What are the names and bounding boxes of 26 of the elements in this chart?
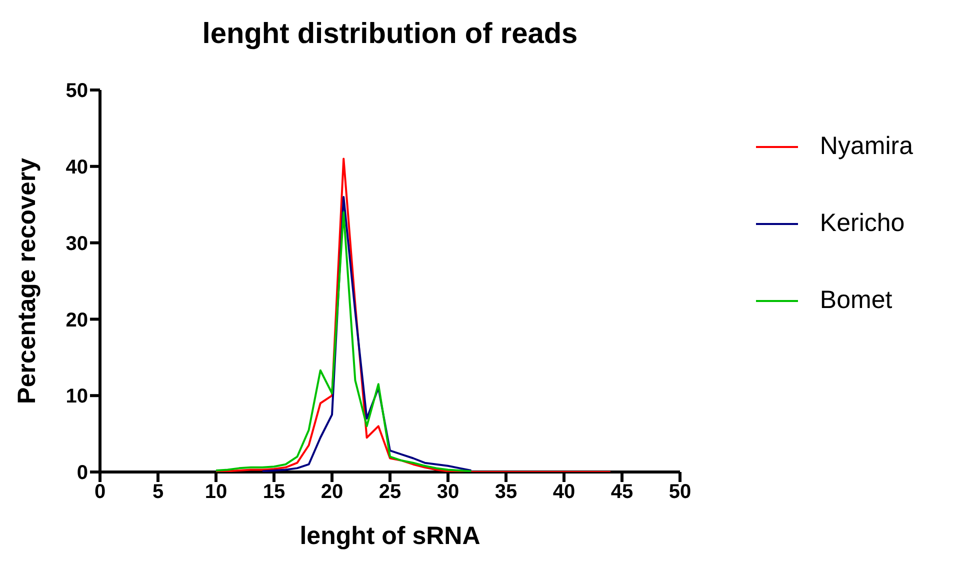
x-tick-label: 25 — [378, 481, 402, 504]
x-tick-label: 20 — [320, 481, 344, 504]
y-axis-title: Percentage recovery — [12, 158, 41, 404]
line-series — [215, 158, 612, 472]
y-tick-label: 50 — [66, 80, 88, 102]
x-tick-label: 15 — [262, 481, 286, 504]
x-tick-label: 0 — [94, 481, 106, 504]
x-tick-label: 50 — [668, 481, 692, 504]
y-tick-label: 20 — [66, 309, 88, 332]
y-tick-label: 0 — [76, 462, 88, 484]
legend-label: Kericho — [820, 209, 905, 238]
line-series — [215, 211, 472, 472]
y-tick-label: 40 — [66, 156, 88, 178]
line-series — [261, 196, 472, 472]
y-tick-label: 30 — [66, 232, 88, 255]
x-tick-label: 35 — [494, 481, 518, 504]
x-tick-label: 30 — [436, 481, 460, 504]
chart-title: lenght distribution of reads — [201, 18, 579, 51]
y-tick-label: 10 — [66, 386, 88, 408]
x-tick-label: 45 — [610, 481, 634, 504]
x-tick-label: 5 — [152, 481, 164, 504]
legend-label: Nyamira — [820, 132, 913, 161]
legend-label: Bomet — [820, 286, 892, 315]
x-tick-label: 40 — [552, 481, 576, 504]
x-tick-label: 10 — [204, 481, 228, 504]
x-axis-title: lenght of sRNA — [300, 522, 480, 550]
